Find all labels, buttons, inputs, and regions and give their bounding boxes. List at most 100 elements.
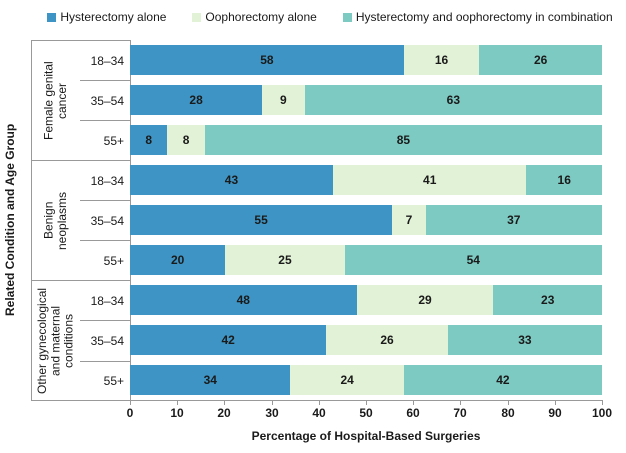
group-label: Benign neoplasms	[41, 191, 69, 250]
bar-segment-combination: 16	[526, 165, 602, 195]
bar-segment-hysterectomy-alone: 42	[130, 325, 327, 355]
age-label-column: 18–34 35–54 55+	[80, 281, 130, 401]
bar-value: 26	[380, 333, 394, 347]
bar-segment-combination: 54	[344, 245, 602, 275]
bar-row: 42 26 33	[130, 320, 602, 360]
bar-segment-oophorectomy-alone: 16	[403, 45, 480, 75]
bar-value: 29	[418, 293, 432, 307]
axis-tick	[508, 400, 509, 405]
bar-row: 43 41 16	[130, 160, 602, 200]
age-label: 35–54	[80, 201, 130, 241]
bar-segment-oophorectomy-alone: 24	[290, 365, 404, 395]
bar-segment-hysterectomy-alone: 8	[130, 125, 168, 155]
legend-item-hysterectomy-alone: Hysterectomy alone	[47, 10, 166, 24]
tick-label: 20	[217, 406, 231, 420]
bar-value: 20	[171, 253, 185, 267]
bar-row: 55 7 37	[130, 200, 602, 240]
age-label: 18–34	[80, 281, 130, 322]
bar-segment-oophorectomy-alone: 7	[392, 205, 426, 235]
tick-label: 60	[406, 406, 420, 420]
age-label: 18–34	[80, 41, 130, 81]
bar-value: 9	[280, 93, 287, 107]
bar-value: 48	[236, 293, 250, 307]
age-label: 55+	[103, 133, 124, 148]
bar-segment-hysterectomy-alone: 55	[130, 205, 393, 235]
tick-label: 30	[265, 406, 279, 420]
y-axis-title: Related Condition and Age Group	[3, 123, 17, 317]
axis-tick	[177, 400, 178, 405]
bar-value: 43	[224, 173, 239, 187]
x-axis-line	[31, 400, 602, 401]
bar-row: 8 8 85	[130, 120, 603, 160]
bar-value: 25	[278, 253, 292, 267]
bar-value: 55	[254, 213, 268, 227]
bar-value: 23	[541, 293, 555, 307]
tick-label: 10	[170, 406, 184, 420]
legend-item-oophorectomy-alone: Oophorectomy alone	[192, 10, 317, 24]
legend-label: Hysterectomy and oophorectomy in combina…	[355, 10, 613, 24]
bar-row: 58 16 26	[130, 40, 602, 80]
bar-value: 41	[423, 173, 437, 187]
bar-value: 42	[221, 333, 235, 347]
tick-label: 100	[591, 406, 613, 420]
bar-row: 34 24 42	[130, 360, 602, 400]
bar-segment-oophorectomy-alone: 26	[326, 325, 448, 355]
bar-value: 37	[507, 213, 521, 227]
bar-value: 85	[396, 133, 411, 147]
tick-label: 40	[312, 406, 326, 420]
bar-value: 42	[496, 373, 510, 387]
bar-value: 16	[557, 173, 571, 187]
bar-segment-hysterectomy-alone: 58	[130, 45, 404, 75]
bar-segment-combination: 26	[479, 45, 602, 75]
bar-segment-oophorectomy-alone: 41	[332, 165, 527, 195]
tick-label: 50	[359, 406, 373, 420]
bar-segment-hysterectomy-alone: 34	[130, 365, 291, 395]
bar-segment-combination: 42	[403, 365, 602, 395]
bar-segment-hysterectomy-alone: 28	[130, 85, 263, 115]
bar-value: 7	[405, 213, 413, 227]
age-label: 55+	[103, 374, 124, 389]
bar-value: 24	[340, 373, 354, 387]
bar-segment-combination: 85	[204, 125, 603, 155]
axis-tick	[460, 400, 461, 405]
bar-segment-hysterectomy-alone: 48	[130, 285, 357, 315]
axis-tick	[555, 400, 556, 405]
bar-value: 8	[145, 133, 153, 147]
age-label: 55+	[103, 253, 124, 268]
age-label: 18–34	[80, 161, 130, 201]
age-label-column: 18–34 35–54 55+	[80, 41, 130, 160]
group-cell-female-genital-cancer: Female genital cancer 18–34 35–54 55+	[32, 41, 130, 161]
bar-segment-hysterectomy-alone: 43	[130, 165, 333, 195]
tick-label: 90	[548, 406, 562, 420]
plot-area: 58 16 26 28 9 63 8 8 85 43 41 16 55 7 37…	[130, 40, 603, 400]
age-label-column: 18–34 35–54 55+	[80, 161, 130, 280]
legend-label: Hysterectomy alone	[60, 10, 167, 24]
bar-value: 8	[182, 133, 190, 147]
bar-segment-oophorectomy-alone: 29	[356, 285, 494, 315]
bar-segment-oophorectomy-alone: 8	[167, 125, 205, 155]
x-axis-title: Percentage of Hospital-Based Surgeries	[251, 429, 481, 443]
axis-tick	[272, 400, 273, 405]
axis-tick	[224, 400, 225, 405]
bar-segment-combination: 37	[425, 205, 602, 235]
axis-tick	[130, 400, 131, 405]
bar-value: 28	[189, 93, 203, 107]
bar-value: 34	[203, 373, 217, 387]
axis-tick	[413, 400, 414, 405]
bar-row: 28 9 63	[130, 80, 602, 120]
axis-tick	[319, 400, 320, 405]
bar-segment-combination: 33	[447, 325, 602, 355]
group-label: Female genital cancer	[41, 61, 69, 140]
tick-label: 70	[453, 406, 467, 420]
bar-row: 48 29 23	[130, 280, 602, 320]
tick-label: 0	[126, 406, 134, 420]
legend-swatch-combination	[342, 12, 352, 22]
tick-label: 80	[501, 406, 515, 420]
bar-value: 54	[466, 253, 480, 267]
legend-swatch-oophorectomy-alone	[192, 12, 202, 22]
bar-value: 58	[260, 53, 274, 67]
bar-segment-combination: 23	[493, 285, 602, 315]
bar-segment-combination: 63	[304, 85, 602, 115]
legend-label: Oophorectomy alone	[205, 10, 317, 24]
